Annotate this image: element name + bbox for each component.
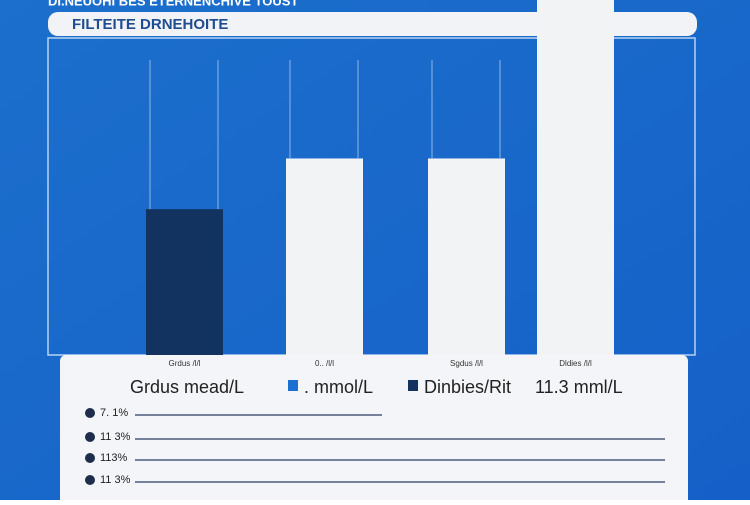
reading: 113%: [100, 452, 128, 464]
x-tick-label: Sgdus /l/l: [450, 359, 483, 368]
x-tick-label: Dldies /l/l: [559, 359, 592, 368]
subtitle: FILTEITE DRNEHOITE: [72, 16, 228, 33]
radio: [85, 453, 95, 463]
legend-swatch: [288, 380, 298, 391]
legend-label: . mmol/L: [304, 377, 373, 397]
radio: [85, 432, 95, 442]
info-panel: [60, 355, 688, 505]
legend-label: Grdus mead/L: [130, 377, 244, 397]
bar: [537, 0, 614, 356]
x-tick-label: Grdus /l/l: [168, 359, 200, 368]
bar: [286, 158, 363, 355]
guide-lines: [149, 60, 501, 210]
legend-swatch: [408, 380, 418, 391]
bar: [146, 209, 223, 355]
reading: 11 3%: [100, 474, 131, 486]
reading: 7. 1%: [100, 407, 128, 419]
legend-label: Dinbies/Rit: [424, 377, 511, 397]
radio: [85, 408, 95, 418]
legend-label: 11.3 mml/L: [535, 377, 623, 397]
bar: [428, 158, 505, 355]
x-tick-label: 0.. /l/l: [315, 359, 334, 368]
radio: [85, 475, 95, 485]
chart-title: DI.NEUOHI BES ETERNENCHIVE TOUST: [48, 0, 298, 8]
reading: 11 3%: [100, 431, 131, 443]
subtitle-bar: [48, 12, 697, 36]
